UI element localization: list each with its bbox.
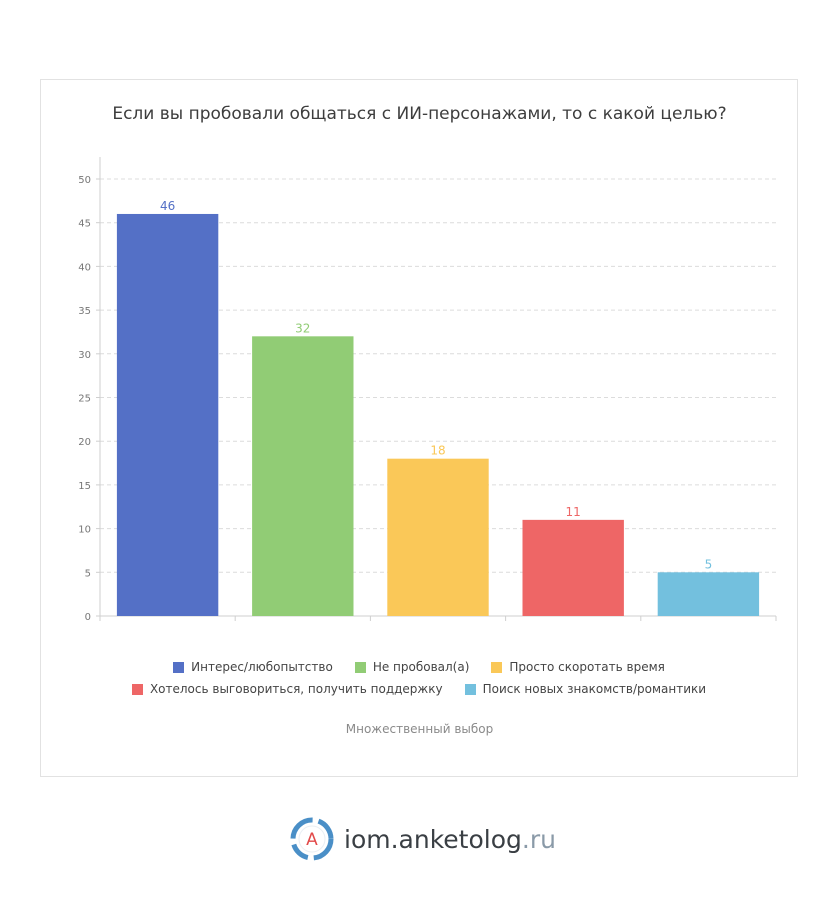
- bar[interactable]: [657, 572, 760, 616]
- bar[interactable]: [387, 458, 489, 616]
- legend-label: Интерес/любопытство: [191, 660, 333, 674]
- legend-item[interactable]: Поиск новых знакомств/романтики: [464, 682, 707, 696]
- y-tick-label: 15: [78, 481, 91, 492]
- multiple-choice-note: Множественный выбор: [345, 722, 494, 736]
- legend-label: Не пробовал(а): [372, 660, 470, 674]
- legend-label: Просто скоротать время: [509, 660, 665, 674]
- bar[interactable]: [252, 336, 354, 616]
- y-tick-label: 30: [78, 350, 91, 361]
- brand-name: iom.anketolog.ru: [344, 824, 556, 854]
- bar[interactable]: [116, 213, 219, 616]
- legend-item[interactable]: Просто скоротать время: [491, 660, 665, 674]
- chart-legend: Интерес/любопытство Не пробовал(а) Просто …: [40, 656, 798, 700]
- legend-swatch: [173, 661, 185, 673]
- y-tick-label: 45: [78, 219, 91, 230]
- legend-row: Хотелось выговориться, получить поддержк…: [40, 678, 798, 700]
- legend-swatch: [131, 683, 143, 695]
- y-tick-label: 20: [78, 437, 91, 448]
- y-tick-label: 40: [78, 262, 91, 273]
- legend-label: Хотелось выговориться, получить поддержк…: [149, 682, 443, 696]
- legend-item[interactable]: Интерес/любопытство: [173, 660, 333, 674]
- logo-letter: А: [306, 830, 318, 850]
- y-tick-label: 35: [78, 306, 91, 317]
- chart-title: Если вы пробовали общаться с ИИ-персонаж…: [112, 104, 727, 124]
- y-tick-label: 0: [85, 612, 91, 623]
- data-label: 46: [160, 199, 175, 213]
- legend-row: Интерес/любопытство Не пробовал(а) Просто …: [40, 656, 798, 678]
- legend-item[interactable]: Хотелось выговориться, получить поддержк…: [131, 682, 443, 696]
- data-label: 32: [295, 321, 310, 335]
- legend-swatch: [491, 661, 503, 673]
- legend-item[interactable]: Не пробовал(а): [354, 660, 470, 674]
- data-label: 18: [430, 444, 445, 458]
- legend-swatch: [354, 661, 366, 673]
- y-tick-label: 25: [78, 394, 91, 405]
- data-label: 11: [566, 505, 581, 519]
- legend-swatch: [464, 683, 476, 695]
- bar[interactable]: [522, 519, 624, 616]
- bar-chart: 0 5 10 15 20 25 30 35 40 45 50 46 32 18 11 5: [78, 157, 777, 623]
- data-label: 5: [705, 557, 713, 571]
- anketolog-logo-icon: А: [290, 817, 334, 861]
- y-tick-label: 5: [85, 568, 91, 579]
- brand-logo[interactable]: А iom.anketolog.ru: [290, 817, 556, 861]
- legend-label: Поиск новых знакомств/романтики: [482, 682, 707, 696]
- y-tick-label: 10: [78, 525, 91, 536]
- y-tick-label: 50: [78, 175, 91, 186]
